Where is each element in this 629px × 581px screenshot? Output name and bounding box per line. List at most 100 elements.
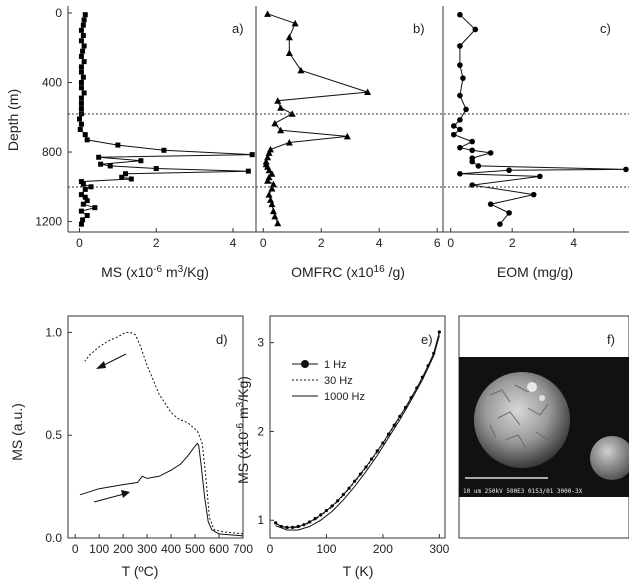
panel-b-data-point	[291, 19, 299, 27]
panel-a-data-point	[78, 64, 84, 70]
panel-c-data-point	[497, 221, 503, 227]
panel-c-x-tick-label: 4	[570, 236, 577, 250]
panel-d-x-tick-label: 700	[233, 542, 253, 556]
panel-d-x-tick-label: 600	[209, 542, 229, 556]
panel-b-data-point	[269, 180, 277, 188]
panel-a-data-point	[80, 33, 86, 39]
panel-c-data-point	[463, 106, 469, 113]
panel-b-data-point	[264, 177, 272, 184]
panel-d: 0 100 200 300 400 500 600 700 0.0 0.5 1.0 d) MS (a…	[9, 315, 253, 579]
panel-e-data-point	[358, 472, 362, 476]
panel-a-data-point	[78, 53, 84, 59]
panel-e-x-tick-label: 200	[373, 542, 393, 556]
panel-c-data-point	[469, 182, 476, 188]
panel-e-data-point	[370, 457, 374, 461]
panel-c-data-point	[469, 158, 476, 165]
panel-c-data-point	[457, 170, 463, 177]
panel-b-data-point	[285, 138, 293, 146]
panel-c-data-point	[457, 144, 463, 151]
legend-1000hz-label: 1000 Hz	[324, 391, 365, 403]
panel-d-y-tick-label: 0.0	[45, 531, 62, 545]
panel-c-data-point	[487, 150, 494, 156]
panel-a-data-point	[92, 205, 98, 211]
sem-sphere	[474, 372, 570, 468]
legend-1hz-label: 1 Hz	[324, 359, 347, 371]
panel-a-data-point	[80, 48, 86, 54]
panel-d-label: d)	[216, 332, 228, 347]
panel-d-y-tick-label: 0.5	[45, 428, 62, 442]
panel-a-y-tick-label: 0	[55, 6, 62, 20]
panel-a-data-point	[84, 137, 90, 143]
panel-a-data-point	[119, 174, 125, 180]
panel-a-data-point	[78, 27, 84, 33]
panel-b-x-tick-label: 2	[318, 236, 325, 250]
panel-f: f)	[458, 315, 629, 539]
panel-b-data-point	[285, 33, 293, 41]
panel-a-data-point	[81, 43, 87, 49]
panel-c-x-label: EOM (mg/g)	[497, 264, 573, 280]
panel-e-x-tick-label: 100	[316, 542, 336, 556]
panel-a-data-point	[80, 201, 86, 207]
panel-a-x-tick-label: 2	[153, 236, 160, 250]
panel-a-data-point	[80, 181, 86, 187]
panel-e-x-label: T (K)	[343, 563, 374, 579]
panel-b-data-point	[264, 153, 272, 161]
panel-e-data-point	[353, 479, 357, 483]
panel-a-data-point	[78, 208, 84, 214]
panel-a-data-point	[107, 163, 113, 169]
panel-c-data-point	[537, 173, 543, 180]
panel-a-data-point	[82, 12, 88, 18]
panel-c-data-point	[457, 62, 463, 68]
panel-e-x-tick-label: 0	[267, 542, 274, 556]
panel-e-data-point	[437, 330, 441, 334]
panel-c-data-point	[457, 43, 463, 49]
panel-a-data-point	[153, 166, 159, 172]
panel-d-x-label: T (ºC)	[122, 563, 159, 579]
panel-c-x-tick-label: 0	[447, 236, 454, 250]
panel-b-data-point	[285, 49, 293, 56]
sem-particle	[527, 382, 537, 392]
panel-b-data-point	[271, 212, 279, 220]
panel-a-x-tick-label: 4	[230, 236, 237, 250]
panel-e-legend: 1 Hz 30 Hz 1000 Hz	[292, 359, 365, 403]
panel-b-series-0-line	[265, 13, 368, 224]
panel-d-series-0-line	[79, 442, 244, 537]
legend-30hz-label: 30 Hz	[324, 375, 353, 387]
panel-c-series-0-line	[452, 14, 626, 225]
panel-d-arrows	[93, 353, 130, 503]
cooling-arrow-head	[96, 361, 106, 369]
panel-a-data-point	[98, 161, 104, 167]
panel-b-data-point	[265, 191, 273, 198]
sem-caption: 10 um 250kV 500E3 0153/01 3000-3X	[463, 488, 583, 495]
panel-d-x-tick-label: 0	[72, 542, 79, 556]
panel-b-data-point	[364, 88, 372, 96]
panel-a-data-point	[78, 69, 84, 75]
panel-a-data-point	[96, 154, 102, 160]
panel-a-data-point	[82, 186, 88, 192]
panel-a-x-label: MS (x10-6 m3/Kg)	[101, 264, 209, 280]
panel-a-data-point	[78, 100, 84, 106]
panel-a-data-point	[82, 132, 88, 138]
panel-b-data-point	[268, 185, 276, 192]
panel-b-data-point	[266, 196, 274, 203]
panel-c-data-point	[460, 75, 466, 81]
panel-e-y-tick-label: 3	[257, 336, 264, 350]
panel-e-x-tick-label: 300	[429, 542, 449, 556]
panel-b-data-point	[265, 149, 273, 156]
panel-d-x-tick-label: 400	[161, 542, 181, 556]
panel-a-data-point	[78, 121, 84, 127]
panel-b-data-point	[265, 166, 273, 174]
panel-c-data-point	[457, 126, 463, 133]
panel-d-x-tick-label: 200	[113, 542, 133, 556]
panel-b-label: b)	[413, 21, 425, 36]
panel-b-marks: 0 2 4 6	[260, 10, 441, 250]
panel-b-data-point	[271, 119, 279, 127]
panel-c-data-point	[450, 123, 457, 129]
panel-b-data-point	[274, 97, 282, 104]
panel-f-label: f)	[607, 332, 615, 347]
panel-b-x-tick-label: 6	[434, 236, 441, 250]
panel-a: 0 2 4 0 400 800 1200 a)	[35, 6, 257, 250]
